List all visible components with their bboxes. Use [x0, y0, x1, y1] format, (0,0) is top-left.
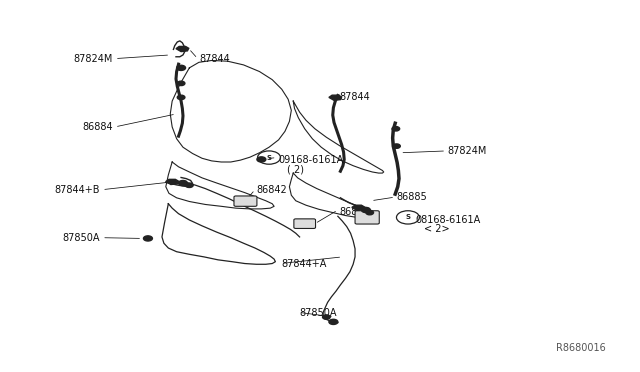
- Circle shape: [362, 208, 371, 212]
- Polygon shape: [329, 95, 342, 100]
- Polygon shape: [352, 205, 365, 211]
- FancyBboxPatch shape: [234, 196, 257, 206]
- Circle shape: [392, 126, 399, 131]
- Polygon shape: [166, 179, 179, 185]
- Circle shape: [143, 236, 152, 241]
- Text: 87850A: 87850A: [300, 308, 337, 318]
- Text: 87844+A: 87844+A: [282, 259, 327, 269]
- Circle shape: [177, 65, 186, 70]
- Text: 86885: 86885: [396, 192, 428, 202]
- FancyBboxPatch shape: [355, 211, 380, 224]
- Circle shape: [186, 183, 193, 187]
- Circle shape: [179, 180, 188, 186]
- Circle shape: [393, 144, 400, 148]
- Text: 87850A: 87850A: [63, 233, 100, 243]
- Text: 87844: 87844: [339, 92, 370, 102]
- Text: R8680016: R8680016: [556, 343, 606, 353]
- Circle shape: [257, 157, 266, 162]
- FancyBboxPatch shape: [294, 219, 316, 228]
- Text: ( 2): ( 2): [287, 164, 304, 174]
- Circle shape: [177, 95, 185, 100]
- Circle shape: [329, 319, 338, 324]
- Polygon shape: [176, 46, 189, 52]
- Text: 87844+B: 87844+B: [54, 185, 100, 195]
- Circle shape: [177, 81, 185, 86]
- Text: 08168-6161A: 08168-6161A: [415, 215, 481, 225]
- Text: 86842: 86842: [256, 185, 287, 195]
- Text: 87844: 87844: [199, 54, 230, 64]
- Text: 86843: 86843: [339, 207, 370, 217]
- Text: S: S: [266, 155, 271, 161]
- Text: 86884: 86884: [83, 122, 113, 132]
- Text: 87824M: 87824M: [74, 54, 113, 64]
- Text: 87824M: 87824M: [447, 146, 487, 156]
- Circle shape: [323, 315, 330, 319]
- Text: 09168-6161A: 09168-6161A: [278, 155, 344, 165]
- Circle shape: [366, 211, 374, 215]
- Text: S: S: [405, 214, 410, 220]
- Text: < 2>: < 2>: [424, 224, 449, 234]
